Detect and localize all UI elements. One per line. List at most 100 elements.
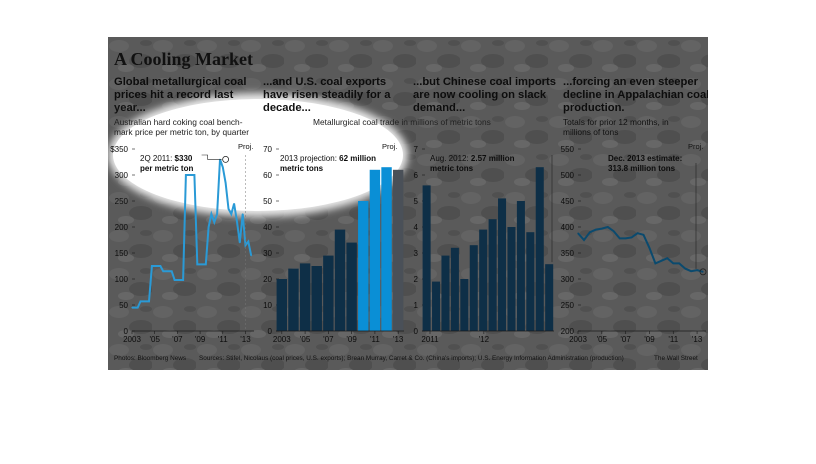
y-tick-label: 300	[561, 275, 575, 284]
annotation-marker	[222, 156, 230, 163]
x-tick-label: '13	[692, 335, 703, 344]
price-point	[244, 244, 247, 246]
x-tick-label: '07	[620, 335, 631, 344]
production-point	[642, 234, 645, 236]
heading-line: have risen steadily for a	[263, 89, 391, 101]
import-bar	[535, 167, 544, 331]
price-point	[131, 307, 133, 309]
y-tick-label: 60	[263, 171, 272, 180]
production-point	[577, 232, 579, 234]
y-tick-label: 200	[561, 327, 575, 336]
panel-2-annotation: 2013 projection: 62 million metric tons	[280, 154, 376, 173]
production-point	[636, 232, 639, 234]
x-tick-label: '13	[393, 335, 404, 344]
projection-label: Proj.	[688, 142, 703, 151]
y-tick-label: 4	[414, 223, 419, 232]
export-bar	[358, 201, 369, 331]
annotation-value: 2.57 million	[471, 154, 515, 163]
price-point	[159, 265, 161, 267]
x-tick-label: '12	[479, 335, 490, 344]
production-point	[696, 269, 698, 271]
x-tick-label: '09	[644, 335, 655, 344]
x-tick-label: '09	[346, 335, 357, 344]
heading-line: ...but Chinese coal imports	[413, 76, 556, 88]
price-point	[137, 307, 139, 309]
export-bar	[299, 263, 311, 331]
price-point	[242, 213, 244, 215]
price-point	[162, 270, 164, 272]
production-point	[625, 237, 627, 240]
us-exports-bar-chart: 0 10 20 30 40 50 60 70 2003 '05 '07 '09 '11 '13	[263, 145, 404, 344]
svg-text:2Q 2011: $330: 2Q 2011: $330	[140, 154, 193, 163]
annotation-suffix: metric tons	[280, 164, 324, 173]
svg-text:Aug. 2012: 2.57 million: Aug. 2012: 2.57 million	[430, 154, 515, 163]
infographic-canvas: A Cooling Market Global metallurgical co…	[108, 37, 708, 370]
import-bar	[460, 279, 469, 331]
heading-line: decline in Appalachian coal	[563, 89, 708, 101]
y-tick-label: 0	[124, 327, 129, 336]
svg-text:2013 projection: 62 million: 2013 projection: 62 million	[280, 154, 376, 163]
production-point	[678, 262, 680, 264]
price-point	[145, 300, 147, 302]
annotation-prefix: 2013 projection:	[280, 154, 339, 163]
import-bar	[479, 229, 488, 331]
production-point	[702, 271, 704, 273]
price-point	[139, 300, 142, 302]
y-tick-label: 0	[268, 327, 273, 336]
annotation-value: 62 million	[339, 154, 376, 163]
panel-3-heading: ...but Chinese coal imports are now cool…	[413, 76, 556, 114]
price-point	[239, 242, 241, 244]
y-tick-label: 7	[414, 145, 419, 154]
export-bar	[392, 169, 404, 331]
price-point	[216, 213, 218, 215]
x-tick-label: 2003	[123, 335, 141, 344]
production-point	[613, 230, 615, 232]
price-point	[179, 279, 181, 281]
export-bar	[288, 268, 299, 331]
price-point	[185, 174, 187, 176]
price-point	[190, 174, 193, 176]
annotation-prefix: Dec. 2013 estimate:	[608, 154, 682, 163]
export-bar	[346, 242, 357, 331]
price-point	[247, 240, 249, 243]
y-tick-label: 20	[263, 275, 272, 284]
panel-4-annotation: Dec. 2013 estimate: 313.8 million tons	[608, 154, 682, 173]
export-bar	[276, 279, 288, 331]
price-point	[230, 213, 232, 215]
x-tick-label: '13	[240, 335, 251, 344]
price-point	[233, 203, 235, 205]
appalachian-production-line-chart: 200 250 300 350 400 450 500 550 2003 '05 '07 '09 '11…	[561, 145, 707, 344]
production-point	[672, 262, 674, 264]
x-tick-label: '05	[149, 335, 160, 344]
x-tick-label: 2003	[569, 335, 587, 344]
x-tick-label: '11	[218, 335, 228, 344]
price-point	[142, 300, 144, 302]
heading-line: ...forcing an even steeper	[563, 76, 699, 88]
panel-1-subtitle: Australian hard coking coal bench- mark …	[114, 117, 249, 137]
y-tick-label: 200	[115, 223, 129, 232]
x-tick-label: '07	[172, 335, 183, 344]
production-point	[630, 236, 633, 238]
y-tick-label: 5	[414, 197, 419, 206]
x-tick-label: '05	[300, 335, 311, 344]
price-point	[148, 300, 150, 302]
import-bar	[488, 219, 497, 331]
price-point	[154, 265, 156, 267]
import-bar	[450, 247, 459, 331]
import-bar	[545, 264, 554, 331]
y-tick-label: 550	[561, 145, 575, 154]
panel-2-heading: ...and U.S. coal exports have risen stea…	[263, 76, 391, 114]
heading-line: year...	[114, 102, 146, 114]
production-point	[583, 239, 585, 241]
heading-line: decade...	[263, 102, 311, 114]
y-tick-label: 400	[561, 223, 575, 232]
export-bar	[323, 255, 334, 331]
price-point	[222, 166, 224, 168]
publisher-credit: The Wall Street	[654, 355, 698, 362]
price-point	[168, 270, 170, 272]
annotation-leader	[201, 154, 222, 160]
y-tick-label: $350	[110, 145, 128, 154]
price-point	[208, 226, 210, 228]
production-point	[690, 270, 692, 272]
y-tick-label: 1	[414, 301, 419, 310]
